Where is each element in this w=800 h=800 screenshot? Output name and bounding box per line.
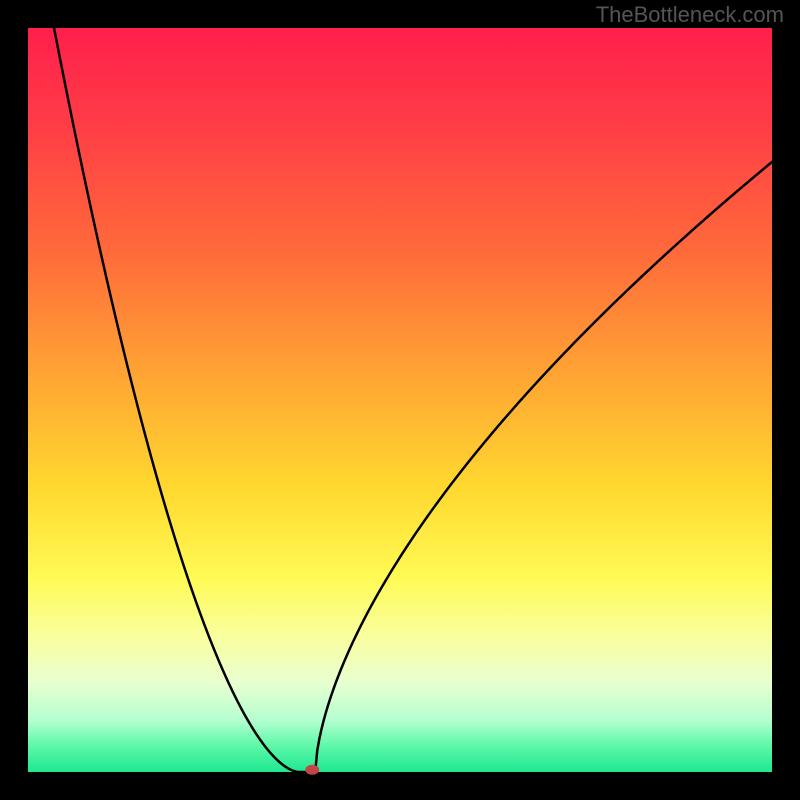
- watermark-text: TheBottleneck.com: [596, 2, 784, 28]
- chart-frame: TheBottleneck.com: [0, 0, 800, 800]
- optimal-point-marker: [305, 765, 319, 775]
- bottleneck-chart: [0, 0, 800, 800]
- plot-background: [28, 28, 772, 772]
